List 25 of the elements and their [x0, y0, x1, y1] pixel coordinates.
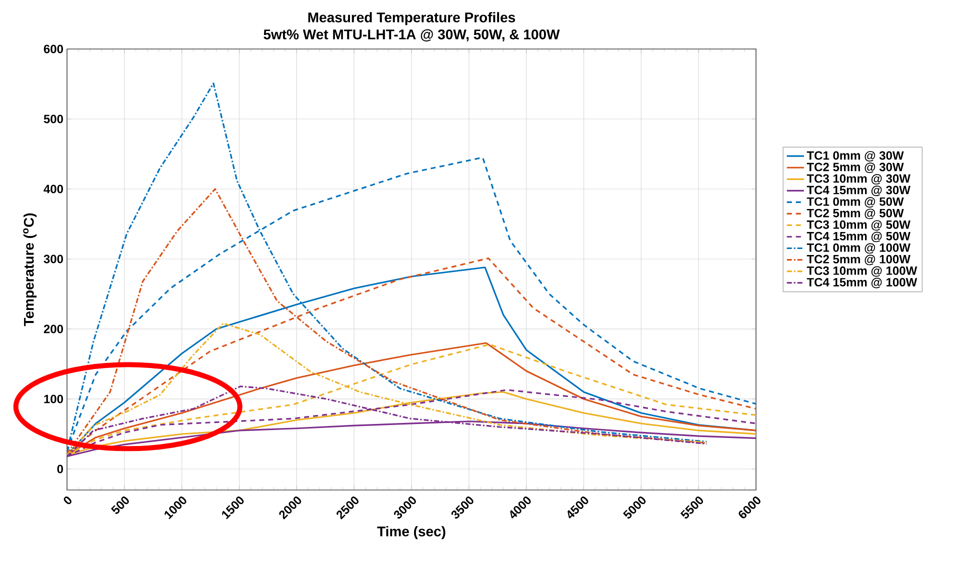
- legend-label: TC4 15mm @ 100W: [806, 278, 918, 288]
- legend-label: TC3 10mm @ 100W: [806, 266, 918, 277]
- y-tick-label: 600: [44, 44, 63, 54]
- legend-label: TC1 0mm @ 30W: [806, 151, 904, 162]
- y-tick-label: 200: [44, 324, 63, 334]
- x-tick-label: 500: [110, 496, 129, 514]
- legend-label: TC4 15mm @ 30W: [806, 186, 910, 196]
- legend-label: TC3 10mm @ 50W: [806, 220, 910, 231]
- y-tick-label: 500: [44, 114, 63, 124]
- x-axis-title: Time (sec): [377, 526, 446, 540]
- chart-subtitle: 5wt% Wet MTU-LHT-1A @ 30W, 50W, & 100W: [264, 29, 560, 42]
- legend-label: TC1 0mm @ 50W: [806, 197, 904, 208]
- y-axis-title: Temperature ($^{o}$C): [23, 213, 37, 326]
- legend-label: TC1 0mm @ 100W: [806, 243, 910, 254]
- legend-label: TC3 10mm @ 30W: [806, 174, 910, 185]
- chart-title: Measured Temperature Profiles: [308, 12, 516, 26]
- x-tick-label: 0: [64, 496, 72, 504]
- y-tick-label: 300: [44, 254, 63, 264]
- legend-label: TC2 5mm @ 50W: [806, 208, 904, 220]
- y-tick-label: 400: [44, 184, 63, 194]
- legend-label: TC2 5mm @ 100W: [806, 254, 910, 266]
- legend-label: TC4 15mm @ 50W: [806, 232, 910, 242]
- legend-label: TC2 5mm @ 30W: [806, 162, 904, 174]
- y-tick-label: 0: [57, 464, 63, 474]
- y-tick-label: 100: [44, 394, 63, 404]
